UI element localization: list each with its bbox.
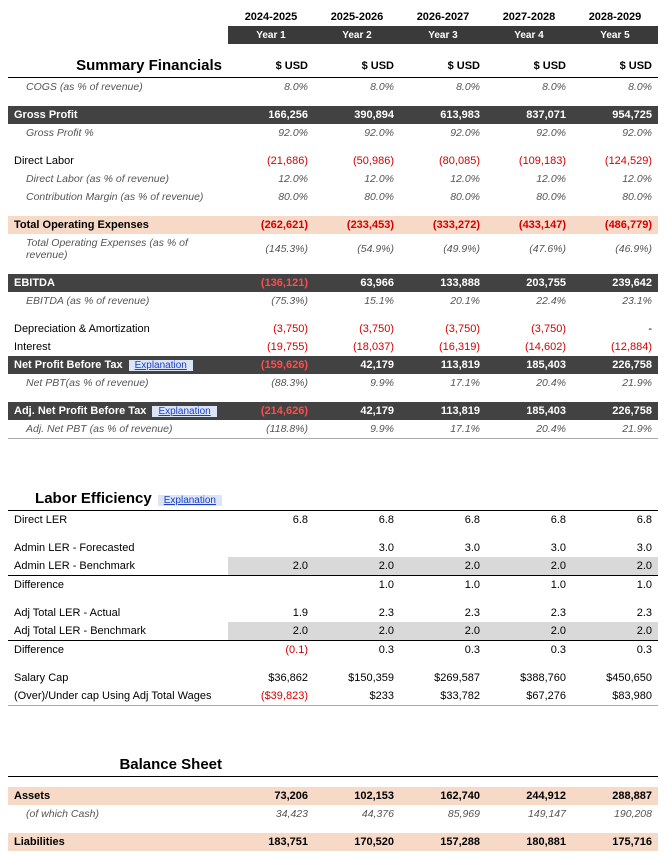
row-label: Difference <box>8 575 228 594</box>
row-label: Difference <box>8 640 228 659</box>
period-cell: 2028-2029 <box>572 8 658 26</box>
row-label: Admin LER - Benchmark <box>8 557 228 576</box>
over-under-row: (Over)/Under cap Using Adj Total Wages (… <box>8 687 658 706</box>
opex-pct-row: Total Operating Expenses (as % of revenu… <box>8 234 658 264</box>
financial-table: 2024-2025 2025-2026 2026-2027 2027-2028 … <box>8 8 658 851</box>
year-cell: Year 2 <box>314 26 400 44</box>
row-label: Net Profit Before TaxExplanation <box>8 356 228 374</box>
row-label: Direct Labor (as % of revenue) <box>8 170 228 188</box>
year-cell: Year 1 <box>228 26 314 44</box>
period-cell: 2027-2028 <box>486 8 572 26</box>
row-label: Interest <box>8 338 228 356</box>
ebitda-pct-row: EBITDA (as % of revenue) (75.3%)15.1%20.… <box>8 292 658 310</box>
period-cell: 2024-2025 <box>228 8 314 26</box>
row-label: Gross Profit <box>8 106 228 124</box>
row-label: Contribution Margin (as % of revenue) <box>8 188 228 206</box>
row-label: Total Operating Expenses <box>8 216 228 234</box>
section-title: Summary Financials <box>8 54 228 78</box>
adj-diff-row: Difference (0.1)0.30.30.30.3 <box>8 640 658 659</box>
row-label: Depreciation & Amortization <box>8 320 228 338</box>
usd-cell: $ USD <box>572 54 658 78</box>
liabilities-row: Liabilities 183,751170,520157,288180,881… <box>8 833 658 851</box>
adj-ler-benchmark-row: Adj Total LER - Benchmark 2.02.02.02.02.… <box>8 622 658 641</box>
row-label: Adj Total LER - Actual <box>8 604 228 622</box>
period-cell: 2025-2026 <box>314 8 400 26</box>
explanation-link[interactable]: Explanation <box>158 495 222 506</box>
assets-row: Assets 73,206102,153162,740244,912288,88… <box>8 787 658 805</box>
year-cell: Year 5 <box>572 26 658 44</box>
section-title: Balance Sheet <box>8 753 228 777</box>
row-label: Net PBT(as % of revenue) <box>8 374 228 392</box>
row-label: EBITDA <box>8 274 228 292</box>
npbt-pct-row: Net PBT(as % of revenue) (88.3%)9.9%17.1… <box>8 374 658 392</box>
year-cell: Year 4 <box>486 26 572 44</box>
gross-profit-pct-row: Gross Profit % 92.0%92.0%92.0%92.0%92.0% <box>8 124 658 142</box>
row-label: Adj. Net Profit Before TaxExplanation <box>8 402 228 420</box>
contribution-margin-row: Contribution Margin (as % of revenue) 80… <box>8 188 658 206</box>
row-label: Admin LER - Forecasted <box>8 539 228 557</box>
adj-npbt-pct-row: Adj. Net PBT (as % of revenue) (118.8%)9… <box>8 420 658 439</box>
section-title: Labor EfficiencyExplanation <box>8 487 228 511</box>
row-label: Total Operating Expenses (as % of revenu… <box>8 234 228 264</box>
adj-ler-actual-row: Adj Total LER - Actual 1.92.32.32.32.3 <box>8 604 658 622</box>
direct-labor-row: Direct Labor (21,686)(50,986)(80,085)(10… <box>8 152 658 170</box>
summary-financials-header: Summary Financials $ USD $ USD $ USD $ U… <box>8 54 658 78</box>
opex-row: Total Operating Expenses (262,621)(233,4… <box>8 216 658 234</box>
usd-cell: $ USD <box>400 54 486 78</box>
da-row: Depreciation & Amortization (3,750)(3,75… <box>8 320 658 338</box>
period-cell: 2026-2027 <box>400 8 486 26</box>
period-row: 2024-2025 2025-2026 2026-2027 2027-2028 … <box>8 8 658 26</box>
row-label: Gross Profit % <box>8 124 228 142</box>
salary-cap-row: Salary Cap $36,862$150,359$269,587$388,7… <box>8 669 658 687</box>
year-cell: Year 3 <box>400 26 486 44</box>
cash-row: (of which Cash) 34,42344,37685,969149,14… <box>8 805 658 823</box>
explanation-link[interactable]: Explanation <box>129 360 193 371</box>
row-label: (of which Cash) <box>8 805 228 823</box>
row-label: Direct LER <box>8 510 228 529</box>
cogs-row: COGS (as % of revenue) 8.0%8.0%8.0%8.0%8… <box>8 78 658 97</box>
row-label: Salary Cap <box>8 669 228 687</box>
ebitda-row: EBITDA (136,121)63,966133,888203,755239,… <box>8 274 658 292</box>
direct-ler-row: Direct LER 6.86.86.86.86.8 <box>8 510 658 529</box>
year-row: Year 1 Year 2 Year 3 Year 4 Year 5 <box>8 26 658 44</box>
row-label: Adj. Net PBT (as % of revenue) <box>8 420 228 439</box>
row-label: Direct Labor <box>8 152 228 170</box>
gross-profit-row: Gross Profit 166,256390,894613,983837,07… <box>8 106 658 124</box>
row-label: Assets <box>8 787 228 805</box>
explanation-link[interactable]: Explanation <box>152 406 216 417</box>
direct-labor-pct-row: Direct Labor (as % of revenue) 12.0%12.0… <box>8 170 658 188</box>
usd-cell: $ USD <box>486 54 572 78</box>
usd-cell: $ USD <box>314 54 400 78</box>
interest-row: Interest (19,755)(18,037)(16,319)(14,602… <box>8 338 658 356</box>
row-label: EBITDA (as % of revenue) <box>8 292 228 310</box>
admin-ler-forecast-row: Admin LER - Forecasted 3.03.03.03.0 <box>8 539 658 557</box>
row-label: Liabilities <box>8 833 228 851</box>
row-label: Adj Total LER - Benchmark <box>8 622 228 641</box>
row-label: COGS (as % of revenue) <box>8 78 228 97</box>
usd-cell: $ USD <box>228 54 314 78</box>
npbt-row: Net Profit Before TaxExplanation (159,62… <box>8 356 658 374</box>
balance-sheet-header: Balance Sheet <box>8 753 658 777</box>
row-label: (Over)/Under cap Using Adj Total Wages <box>8 687 228 706</box>
adj-npbt-row: Adj. Net Profit Before TaxExplanation (2… <box>8 402 658 420</box>
labor-efficiency-header: Labor EfficiencyExplanation <box>8 487 658 511</box>
admin-ler-benchmark-row: Admin LER - Benchmark 2.02.02.02.02.0 <box>8 557 658 576</box>
admin-diff-row: Difference 1.01.01.01.0 <box>8 575 658 594</box>
